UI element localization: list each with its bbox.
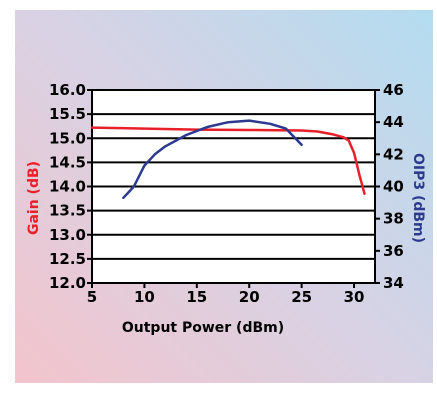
right-tick-labels: 34 36 38 40 42 44 46: [383, 81, 404, 292]
left-tick-labels: 12.0 12.5 13.0 13.5 14.0 14.5 15.0 15.5 16.0: [49, 81, 86, 292]
chart-panel: 5 10 15 20 25 30 12.0 12.5 13.0 13.5 14.0 14.5 15.0…: [15, 10, 433, 383]
left-tick-label: 15.0: [49, 129, 86, 147]
left-tick-label: 15.5: [49, 105, 86, 123]
left-tick-label: 14.5: [49, 153, 86, 171]
right-tick-label: 40: [383, 178, 404, 196]
dual-axis-line-chart: 5 10 15 20 25 30 12.0 12.5 13.0 13.5 14.0 14.5 15.0…: [26, 81, 426, 336]
x-tick-label: 20: [239, 288, 260, 306]
gain-series-line: [90, 126, 366, 195]
left-tick-label: 13.0: [49, 226, 86, 244]
x-tick-label: 25: [291, 288, 312, 306]
left-tick-label: 13.5: [49, 202, 86, 220]
series-lines: [90, 119, 366, 200]
x-tick-label: 30: [344, 288, 365, 306]
right-tick-label: 42: [383, 145, 404, 163]
right-tick-label: 36: [383, 242, 404, 260]
right-tick-label: 38: [383, 210, 404, 228]
right-tick-label: 46: [383, 81, 404, 99]
left-tick-label: 12.0: [49, 274, 86, 292]
x-tick-label: 15: [186, 288, 207, 306]
x-axis-title: Output Power (dBm): [122, 320, 284, 336]
oip3-series-line: [122, 119, 303, 200]
left-tick-label: 14.0: [49, 178, 86, 196]
left-tick-label: 12.5: [49, 250, 86, 268]
left-tick-label: 16.0: [49, 81, 86, 99]
x-tick-labels: 5 10 15 20 25 30: [87, 288, 365, 306]
right-tick-label: 44: [383, 113, 404, 131]
x-tick-label: 5: [87, 288, 97, 306]
right-tick-label: 34: [383, 274, 404, 292]
left-axis-title: Gain (dB): [26, 161, 42, 235]
right-axis-title: OIP3 (dBm): [410, 153, 426, 243]
x-tick-label: 10: [134, 288, 155, 306]
